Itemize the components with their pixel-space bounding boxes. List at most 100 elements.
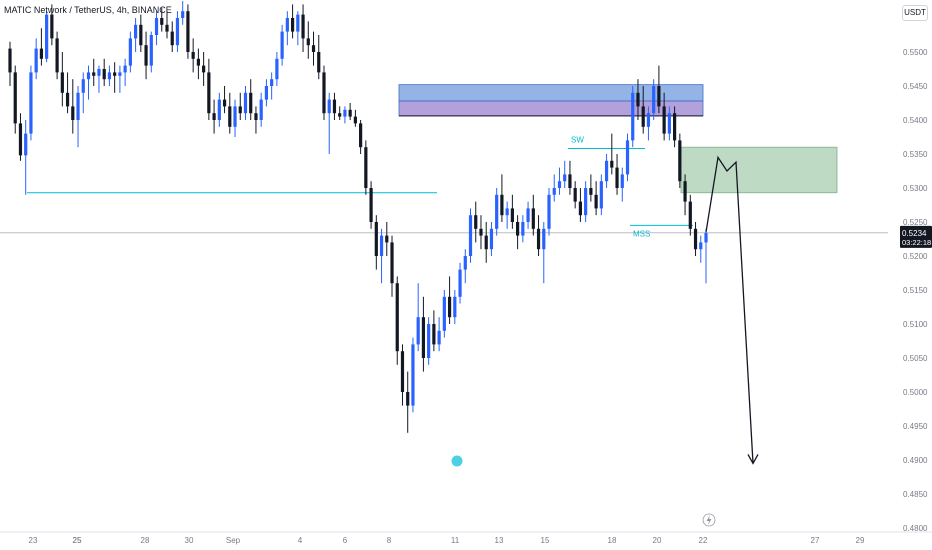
candle <box>573 188 577 202</box>
candle <box>657 86 661 107</box>
candle <box>531 208 535 229</box>
candle <box>599 181 603 209</box>
x-tick-label: 27 <box>811 536 820 545</box>
currency-badge[interactable]: USDT <box>902 5 928 21</box>
candle <box>589 188 593 195</box>
x-tick-label: 22 <box>699 536 708 545</box>
sweep-label: SW <box>571 136 584 145</box>
candle <box>118 72 122 76</box>
candle <box>228 106 232 127</box>
candle <box>8 48 12 73</box>
candle <box>474 215 478 229</box>
candle <box>421 317 426 358</box>
candle <box>673 113 677 141</box>
green-zone <box>680 146 838 194</box>
candle <box>678 140 682 182</box>
x-tick-label: 30 <box>185 536 194 545</box>
x-tick-label: 8 <box>387 536 392 545</box>
candle <box>406 392 410 406</box>
candle <box>385 235 389 243</box>
y-tick-label: 0.4950 <box>903 422 928 431</box>
candle <box>652 86 656 114</box>
candle <box>29 72 33 134</box>
candle <box>338 113 342 117</box>
candle <box>479 228 483 236</box>
lightning-bolt-glyph <box>706 515 712 525</box>
candle <box>510 208 514 222</box>
candle <box>547 194 551 229</box>
candle <box>390 242 394 284</box>
price-badge <box>900 225 932 248</box>
candle <box>270 79 274 86</box>
candle <box>254 113 258 120</box>
candle <box>610 160 614 168</box>
x-tick-label: 23 <box>29 536 38 545</box>
candle <box>411 344 415 406</box>
candle <box>50 14 54 39</box>
candle <box>285 18 289 32</box>
candle <box>631 92 635 141</box>
candle <box>359 123 363 148</box>
candle <box>683 181 687 202</box>
candle <box>191 52 195 59</box>
candle <box>364 147 368 188</box>
candle <box>343 109 347 117</box>
candle <box>128 38 132 66</box>
candle <box>374 222 378 256</box>
candle <box>92 72 96 76</box>
x-tick-label: 4 <box>298 536 303 545</box>
candle <box>60 72 64 93</box>
candle <box>275 58 279 80</box>
candle <box>65 92 70 107</box>
candle <box>233 106 237 127</box>
candle <box>636 92 640 107</box>
candle <box>39 48 43 59</box>
candle <box>259 99 263 120</box>
candle <box>301 14 305 39</box>
candle <box>432 324 436 345</box>
candle <box>641 106 645 127</box>
candle <box>139 24 143 46</box>
y-tick-label: 0.5150 <box>903 286 928 295</box>
candle <box>625 140 630 175</box>
candle <box>437 330 441 345</box>
x-tick-label: Sep <box>226 536 241 545</box>
projection-arrowhead <box>747 454 759 465</box>
candle <box>24 133 28 156</box>
candle <box>181 11 185 18</box>
candle <box>604 160 609 182</box>
projection-path <box>705 155 754 464</box>
x-tick-label: 20 <box>653 536 662 545</box>
y-tick-label: 0.5400 <box>903 116 928 125</box>
candle <box>160 18 164 25</box>
candle <box>353 116 357 124</box>
x-tick-label: 28 <box>141 536 150 545</box>
event-marker-dot <box>451 455 463 467</box>
candle <box>212 113 216 120</box>
candle <box>296 14 300 32</box>
candle <box>468 215 473 256</box>
candle <box>521 222 525 236</box>
candle <box>81 79 85 93</box>
candle <box>557 181 562 188</box>
x-tick-label: 6 <box>343 536 348 545</box>
mss-label: MSS <box>633 229 650 238</box>
y-tick-label: 0.4900 <box>903 456 928 465</box>
x-tick-label: 25 <box>73 536 82 545</box>
y-tick-label: 0.5450 <box>903 82 928 91</box>
current-price-label: 0.5234 <box>902 229 927 238</box>
candle <box>154 18 159 35</box>
candle <box>447 296 452 318</box>
candle <box>463 256 467 270</box>
candle <box>552 188 556 195</box>
y-tick-label: 0.5200 <box>903 252 928 261</box>
candle <box>348 109 352 117</box>
candle <box>144 45 148 66</box>
candle <box>453 296 457 318</box>
y-tick-label: 0.5050 <box>903 354 928 363</box>
y-tick-label: 0.4800 <box>903 524 928 533</box>
candle <box>222 99 227 107</box>
candle <box>175 18 180 46</box>
